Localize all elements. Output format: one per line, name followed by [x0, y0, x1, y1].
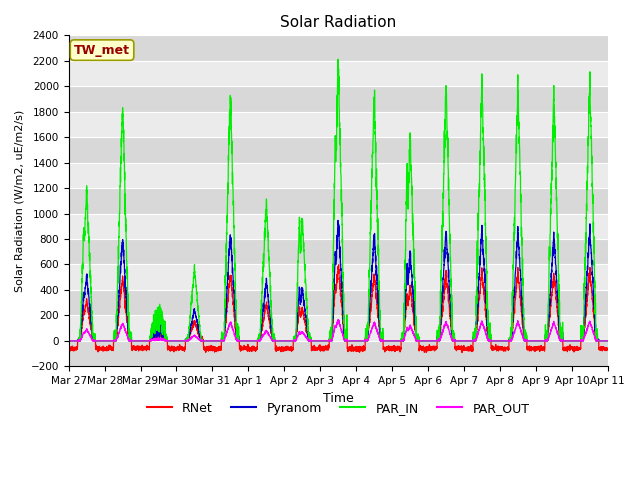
Pyranom	[65, 338, 72, 344]
RNet	[335, 262, 342, 268]
Bar	[68, 341, 608, 366]
PAR_IN	[65, 338, 72, 344]
PAR_OUT	[334, 317, 342, 323]
RNet	[65, 345, 72, 351]
Line: Pyranom: Pyranom	[68, 220, 608, 341]
Pyranom	[604, 338, 612, 344]
Bar	[68, 290, 608, 315]
PAR_OUT	[490, 338, 497, 344]
Line: RNet: RNet	[68, 265, 608, 352]
Y-axis label: Solar Radiation (W/m2, uE/m2/s): Solar Radiation (W/m2, uE/m2/s)	[15, 110, 25, 292]
PAR_IN	[604, 338, 611, 344]
PAR_IN	[334, 56, 342, 62]
PAR_IN	[429, 338, 437, 344]
RNet	[162, 336, 170, 341]
PAR_IN	[162, 331, 170, 336]
Pyranom	[490, 338, 497, 344]
Line: PAR_IN: PAR_IN	[68, 59, 608, 341]
Pyranom	[162, 337, 170, 343]
PAR_IN	[318, 338, 326, 344]
Pyranom	[429, 338, 437, 344]
Pyranom	[318, 338, 326, 344]
Legend: RNet, Pyranom, PAR_IN, PAR_OUT: RNet, Pyranom, PAR_IN, PAR_OUT	[142, 396, 534, 420]
Text: TW_met: TW_met	[74, 44, 130, 57]
PAR_IN	[459, 338, 467, 344]
Pyranom	[604, 338, 611, 344]
Bar	[68, 36, 608, 61]
RNet	[604, 346, 612, 352]
PAR_OUT	[65, 338, 72, 344]
PAR_OUT	[318, 338, 326, 344]
RNet	[429, 347, 437, 352]
PAR_OUT	[429, 338, 437, 344]
Pyranom	[334, 217, 342, 223]
Bar	[68, 137, 608, 163]
Bar	[68, 86, 608, 112]
PAR_OUT	[604, 338, 612, 344]
PAR_IN	[604, 338, 612, 344]
PAR_IN	[490, 338, 497, 344]
RNet	[318, 347, 326, 353]
PAR_OUT	[162, 338, 170, 344]
RNet	[604, 346, 611, 351]
PAR_OUT	[459, 338, 467, 344]
Line: PAR_OUT: PAR_OUT	[68, 320, 608, 341]
Title: Solar Radiation: Solar Radiation	[280, 15, 396, 30]
X-axis label: Time: Time	[323, 392, 353, 405]
RNet	[490, 347, 497, 352]
PAR_OUT	[604, 338, 611, 344]
RNet	[458, 349, 466, 355]
RNet	[459, 344, 467, 349]
Bar	[68, 188, 608, 214]
Bar	[68, 239, 608, 264]
Pyranom	[459, 338, 467, 344]
